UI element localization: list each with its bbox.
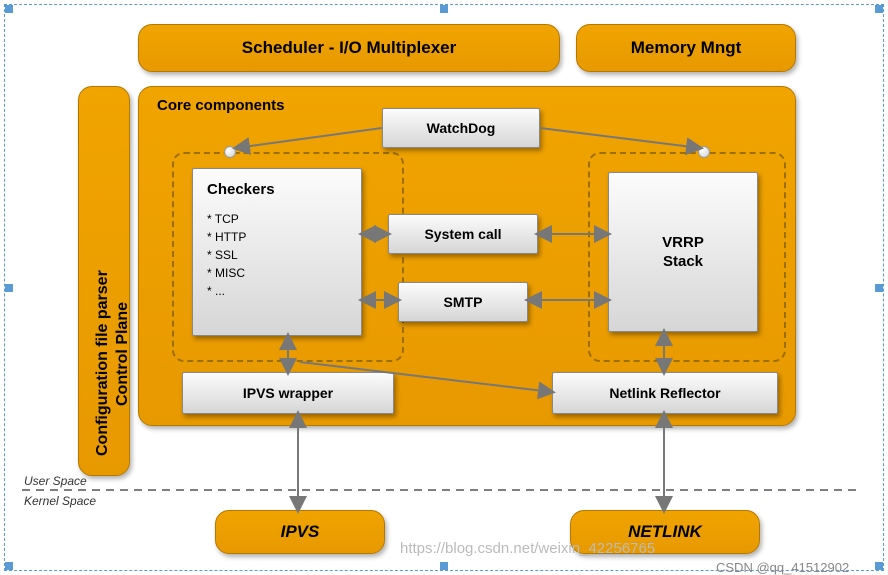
system-call-box: System call <box>388 214 538 254</box>
watchdog-box: WatchDog <box>382 108 540 148</box>
scheduler-label: Scheduler - I/O Multiplexer <box>242 38 456 58</box>
ipvs-block: IPVS <box>215 510 385 554</box>
connector-dot-right <box>698 146 710 158</box>
handle-br <box>875 562 883 570</box>
checkers-list: * TCP* HTTP* SSL* MISC* ... <box>207 210 347 300</box>
handle-tm <box>440 5 448 13</box>
checkers-box: Checkers * TCP* HTTP* SSL* MISC* ... <box>192 168 362 336</box>
smtp-box: SMTP <box>398 282 528 322</box>
ipvs-wrapper-box: IPVS wrapper <box>182 372 394 414</box>
handle-mr <box>875 284 883 292</box>
connector-dot-left <box>224 146 236 158</box>
system-call-label: System call <box>424 226 501 242</box>
watermark-handle: CSDN @qq_41512902 <box>716 560 849 575</box>
checkers-item: * ... <box>207 282 347 300</box>
checkers-item: * TCP <box>207 210 347 228</box>
user-space-label: User Space <box>24 474 87 488</box>
netlink-label: NETLINK <box>628 522 702 542</box>
checkers-item: * HTTP <box>207 228 347 246</box>
vrrp-stack-box: VRRP Stack <box>608 172 758 332</box>
vrrp-label: VRRP Stack <box>662 233 704 272</box>
smtp-label: SMTP <box>444 294 483 310</box>
netlink-reflector-box: Netlink Reflector <box>552 372 778 414</box>
netlink-reflector-label: Netlink Reflector <box>609 385 720 401</box>
watermark-url: https://blog.csdn.net/weixin_42256765 <box>400 540 655 557</box>
handle-bm <box>440 562 448 570</box>
memory-label: Memory Mngt <box>631 38 742 58</box>
scheduler-block: Scheduler - I/O Multiplexer <box>138 24 560 72</box>
handle-tl <box>5 5 13 13</box>
handle-ml <box>5 284 13 292</box>
memory-block: Memory Mngt <box>576 24 796 72</box>
kernel-space-label: Kernel Space <box>24 494 96 508</box>
core-title: Core components <box>157 97 285 114</box>
checkers-item: * MISC <box>207 264 347 282</box>
handle-tr <box>875 5 883 13</box>
handle-bl <box>5 562 13 570</box>
ipvs-label: IPVS <box>281 522 320 542</box>
sidebar-line2: Configuration file parser <box>94 270 112 456</box>
sidebar-line1: Control Plane <box>114 302 132 406</box>
checkers-item: * SSL <box>207 246 347 264</box>
checkers-title: Checkers <box>207 181 347 198</box>
ipvs-wrapper-label: IPVS wrapper <box>243 385 333 401</box>
watchdog-label: WatchDog <box>427 120 496 136</box>
